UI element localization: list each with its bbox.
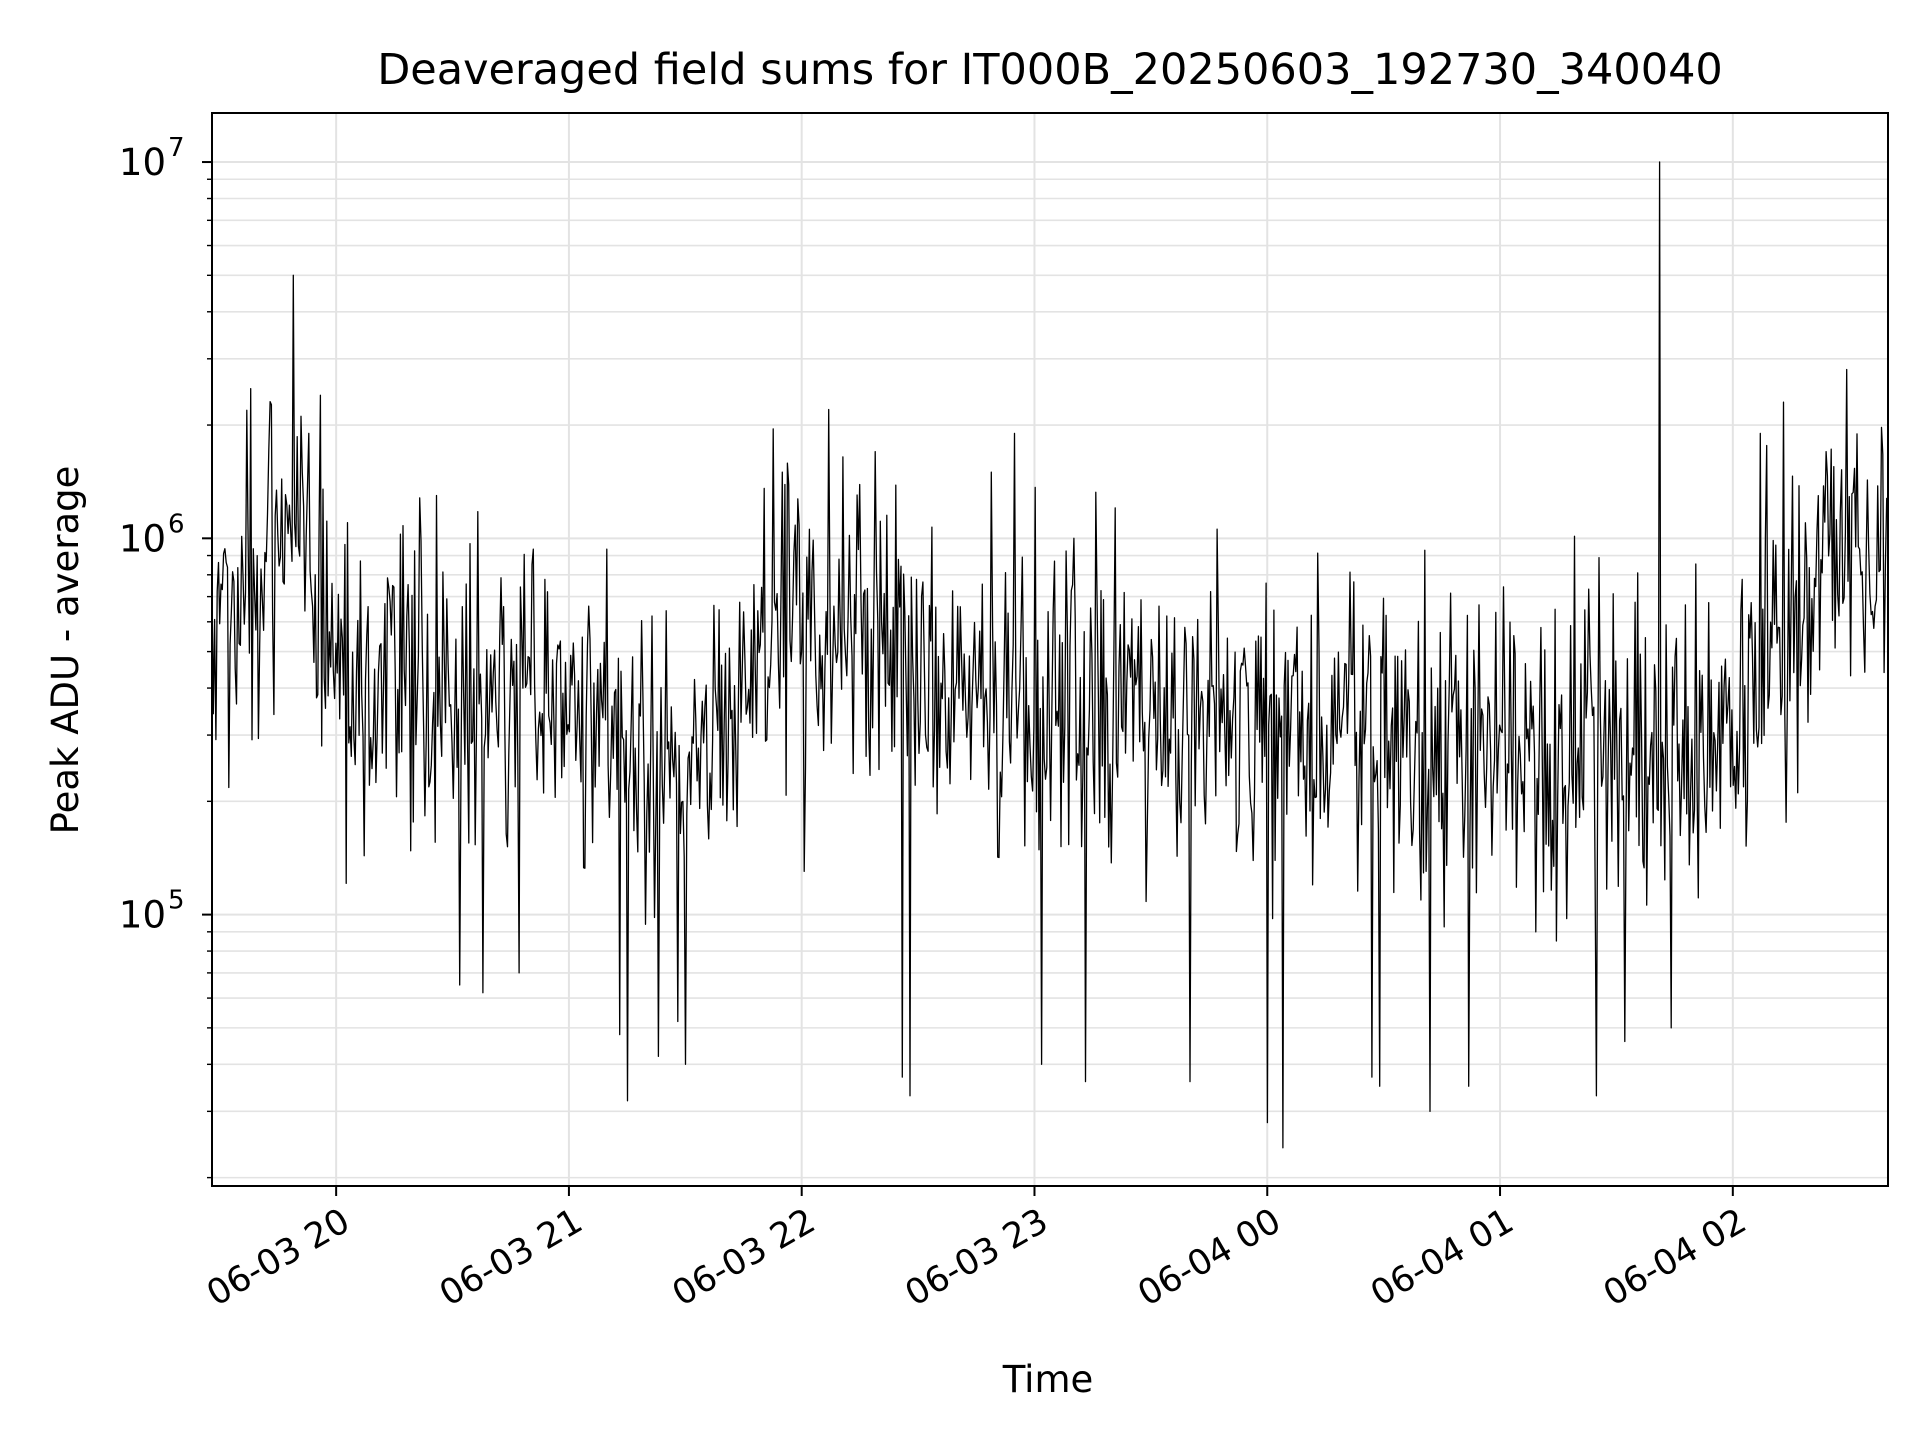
y-tick-label: 10 xyxy=(119,517,166,560)
series-line xyxy=(211,161,1889,1149)
plot-area xyxy=(211,161,1889,1149)
plot-frame xyxy=(211,112,1889,1187)
y-axis-label: Peak ADU - average xyxy=(44,466,87,835)
y-tick-exponent: 6 xyxy=(168,509,185,539)
y-tick-exponent: 7 xyxy=(168,133,185,163)
y-tick-label: 10 xyxy=(119,141,166,184)
y-tick-label: 10 xyxy=(119,894,166,937)
chart-title: Deaveraged field sums for IT000B_2025060… xyxy=(377,45,1723,95)
y-tick-exponent: 5 xyxy=(168,886,185,916)
x-axis-label: Time xyxy=(1002,1358,1094,1401)
